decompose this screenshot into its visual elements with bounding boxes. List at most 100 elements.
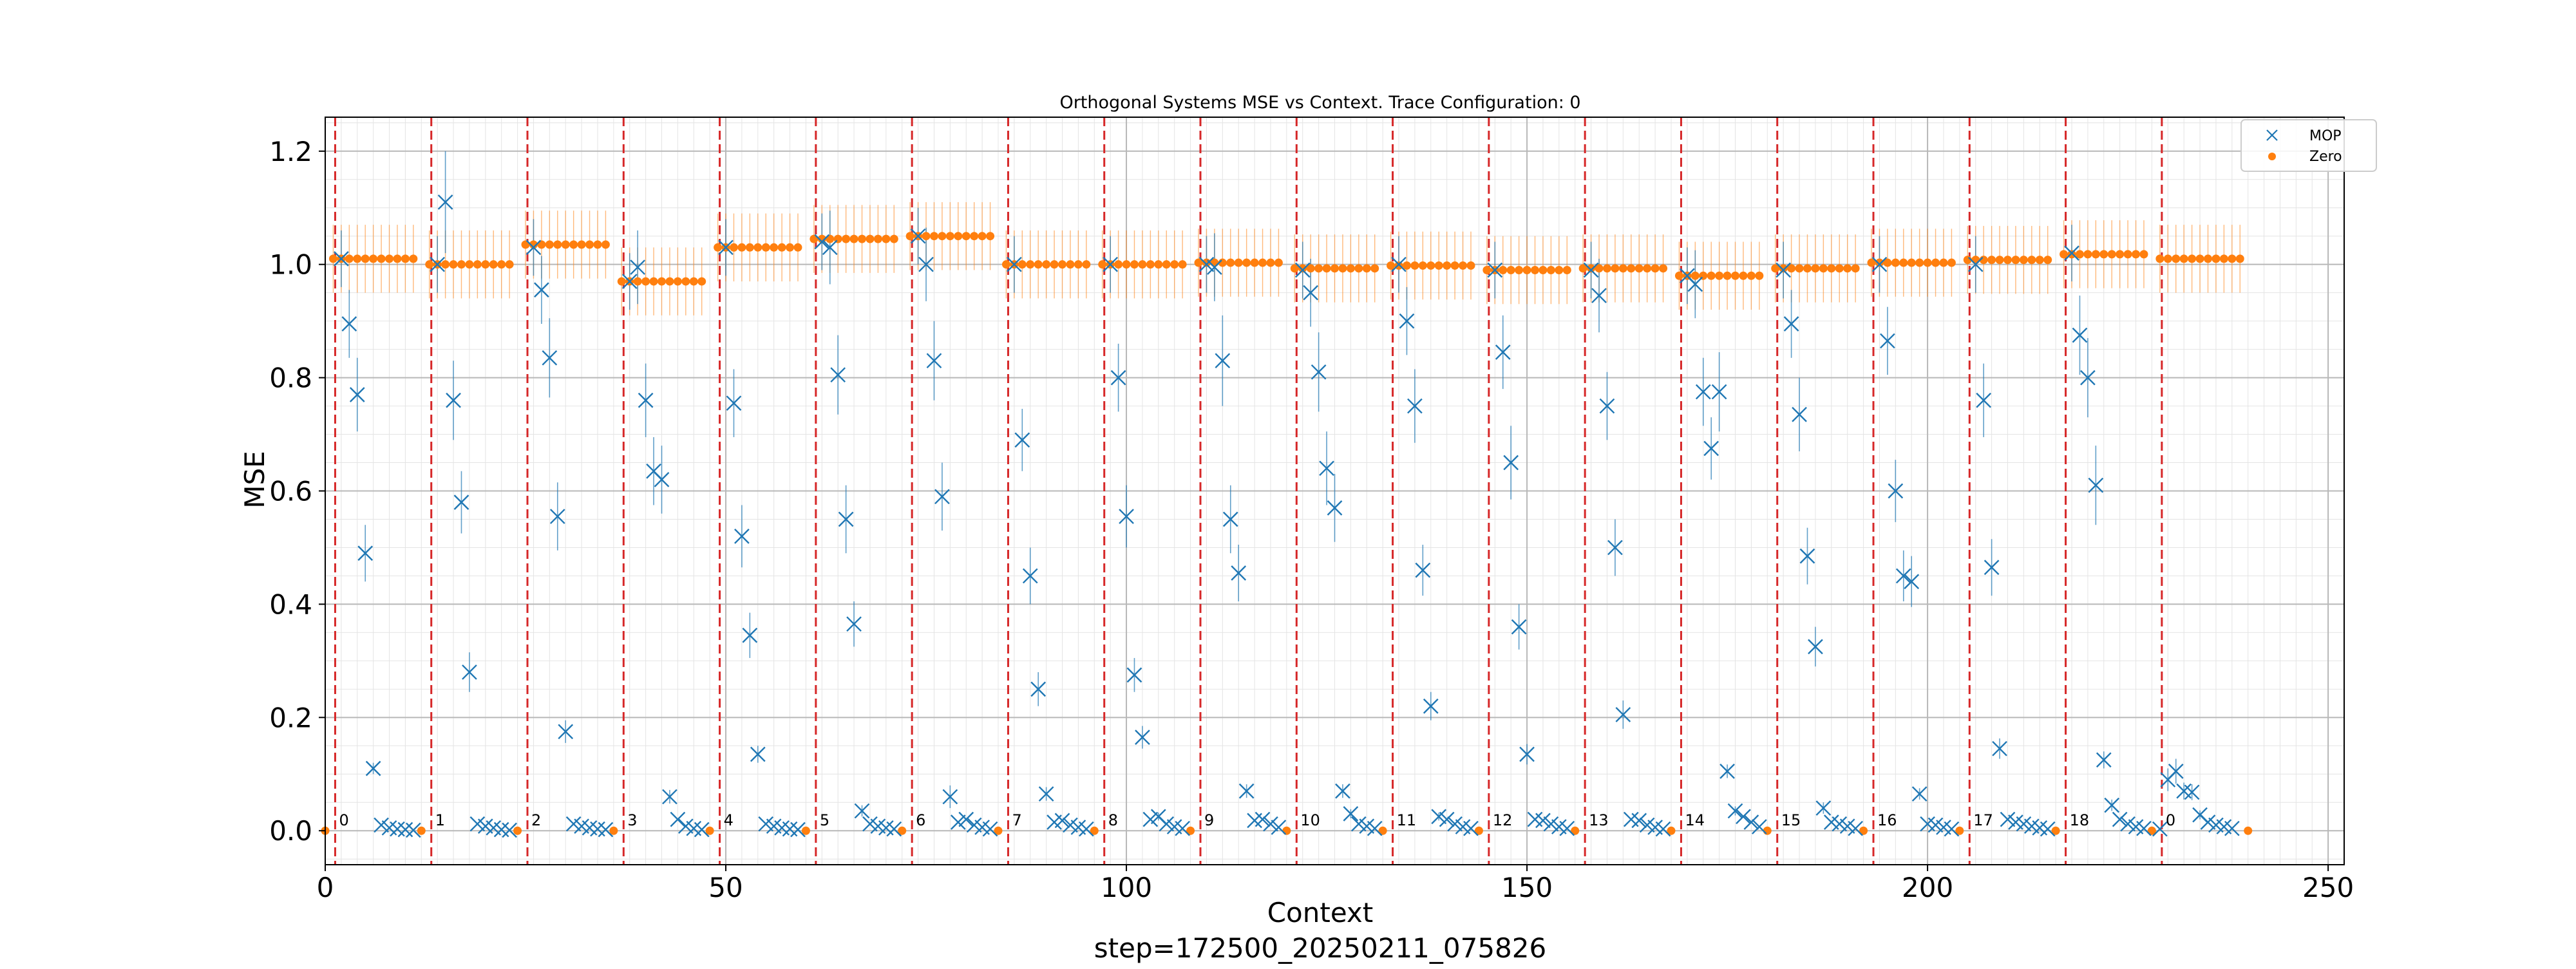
zero-point xyxy=(2091,250,2100,259)
mop-point xyxy=(654,472,670,487)
zero-point xyxy=(1066,260,1075,269)
zero-point xyxy=(1154,260,1163,269)
mop-point xyxy=(430,256,446,272)
zero-point xyxy=(465,260,474,269)
mop-point-stroke xyxy=(2168,764,2184,779)
mop-point-stroke xyxy=(1551,819,1567,834)
mop-point xyxy=(1319,460,1334,476)
mop-point-stroke xyxy=(1166,819,1182,834)
zero-point xyxy=(2179,254,2188,263)
separator-label: 3 xyxy=(627,811,637,829)
mop-point-stroke xyxy=(1888,483,1904,499)
mop-point xyxy=(910,228,926,244)
zero-point xyxy=(2204,254,2213,263)
mop-point-stroke xyxy=(1503,455,1519,471)
zero-point xyxy=(585,240,594,249)
zero-point xyxy=(1578,264,1587,273)
mop-point-stroke xyxy=(870,818,886,834)
zero-point xyxy=(2083,250,2092,259)
zero-point xyxy=(2195,254,2204,263)
mop-point-stroke xyxy=(446,392,461,408)
mop-point-stroke xyxy=(1142,811,1159,827)
mop-point-stroke xyxy=(910,228,926,244)
mop-point-stroke xyxy=(1447,816,1463,832)
zero-point xyxy=(1258,258,1267,267)
mop-point-stroke xyxy=(1808,639,1823,655)
mop-point-stroke xyxy=(2040,821,2056,837)
zero-point xyxy=(1595,264,1604,273)
mop-point-stroke xyxy=(1350,816,1367,832)
mop-point xyxy=(2112,811,2128,827)
separator-label: 9 xyxy=(1204,811,1214,829)
mop-point xyxy=(1655,821,1671,837)
mop-point-stroke xyxy=(2000,811,2016,827)
zero-point xyxy=(2147,826,2156,835)
mop-point-stroke xyxy=(814,234,830,250)
mop-point-stroke xyxy=(2216,819,2232,834)
mop-point xyxy=(1799,548,1815,564)
mop-point-stroke xyxy=(878,820,894,836)
mop-point-stroke xyxy=(1054,813,1070,829)
zero-point xyxy=(377,254,386,263)
mop-point-stroke xyxy=(782,821,798,837)
zero-point xyxy=(1322,264,1331,273)
zero-point xyxy=(729,243,738,252)
mop-point-stroke xyxy=(1895,568,1911,584)
mop-point-stroke xyxy=(1463,820,1479,836)
zero-point xyxy=(353,254,362,263)
mop-point xyxy=(2224,820,2240,836)
mop-point-stroke xyxy=(2128,819,2144,834)
mop-point-stroke xyxy=(646,463,661,479)
mop-point-stroke xyxy=(1294,262,1311,278)
zero-point xyxy=(2019,256,2028,265)
mop-point-stroke xyxy=(1126,667,1142,683)
mop-point-stroke xyxy=(926,353,942,369)
zero-point xyxy=(1418,261,1427,270)
mop-point-stroke xyxy=(1703,440,1719,456)
mop-point xyxy=(1423,698,1439,714)
zero-point xyxy=(994,826,1003,835)
zero-point xyxy=(1130,260,1139,269)
mop-point-stroke xyxy=(1631,813,1647,829)
mop-point-stroke xyxy=(1799,548,1815,564)
zero-point xyxy=(1266,258,1275,267)
zero-point xyxy=(1242,258,1251,267)
mop-point-stroke xyxy=(582,820,598,836)
mop-point xyxy=(1848,820,1863,836)
mop-point-stroke xyxy=(2120,816,2136,832)
zero-point xyxy=(1987,256,1996,265)
mop-point-stroke xyxy=(1271,820,1287,835)
mop-point-stroke xyxy=(1231,565,1247,581)
zero-point xyxy=(1250,258,1259,267)
zero-point xyxy=(2132,250,2141,259)
zero-point xyxy=(1114,260,1123,269)
mop-point xyxy=(1238,783,1255,799)
mop-series-layer xyxy=(334,194,2240,838)
mop-point xyxy=(2080,370,2096,386)
mop-point-stroke xyxy=(1615,707,1631,722)
separator-label: 0 xyxy=(2166,811,2175,829)
mop-point xyxy=(718,240,734,256)
mop-point xyxy=(453,494,469,510)
mop-point xyxy=(2136,820,2152,836)
mop-point-stroke xyxy=(1936,820,1951,835)
mop-point xyxy=(1607,540,1623,556)
zero-point xyxy=(345,254,354,263)
mop-point-stroke xyxy=(1407,398,1423,414)
mop-point-stroke xyxy=(1511,619,1527,635)
zero-point xyxy=(1515,265,1524,274)
zero-point xyxy=(658,277,666,286)
mop-point-stroke xyxy=(462,664,477,680)
zero-point xyxy=(1314,264,1323,273)
mop-point-stroke xyxy=(574,818,589,834)
zero-point xyxy=(1234,258,1243,267)
mop-point-stroke xyxy=(1736,809,1751,825)
zero-point xyxy=(2155,254,2164,263)
zero-point xyxy=(457,260,466,269)
x-axis-label: Context xyxy=(1267,897,1374,928)
footer-label: step=172500_20250211_075826 xyxy=(1094,932,1546,964)
zero-point xyxy=(513,826,522,835)
separator-label: 15 xyxy=(1781,811,1801,829)
mop-point-stroke xyxy=(686,820,702,836)
y-tick-label: 0.6 xyxy=(269,476,312,507)
